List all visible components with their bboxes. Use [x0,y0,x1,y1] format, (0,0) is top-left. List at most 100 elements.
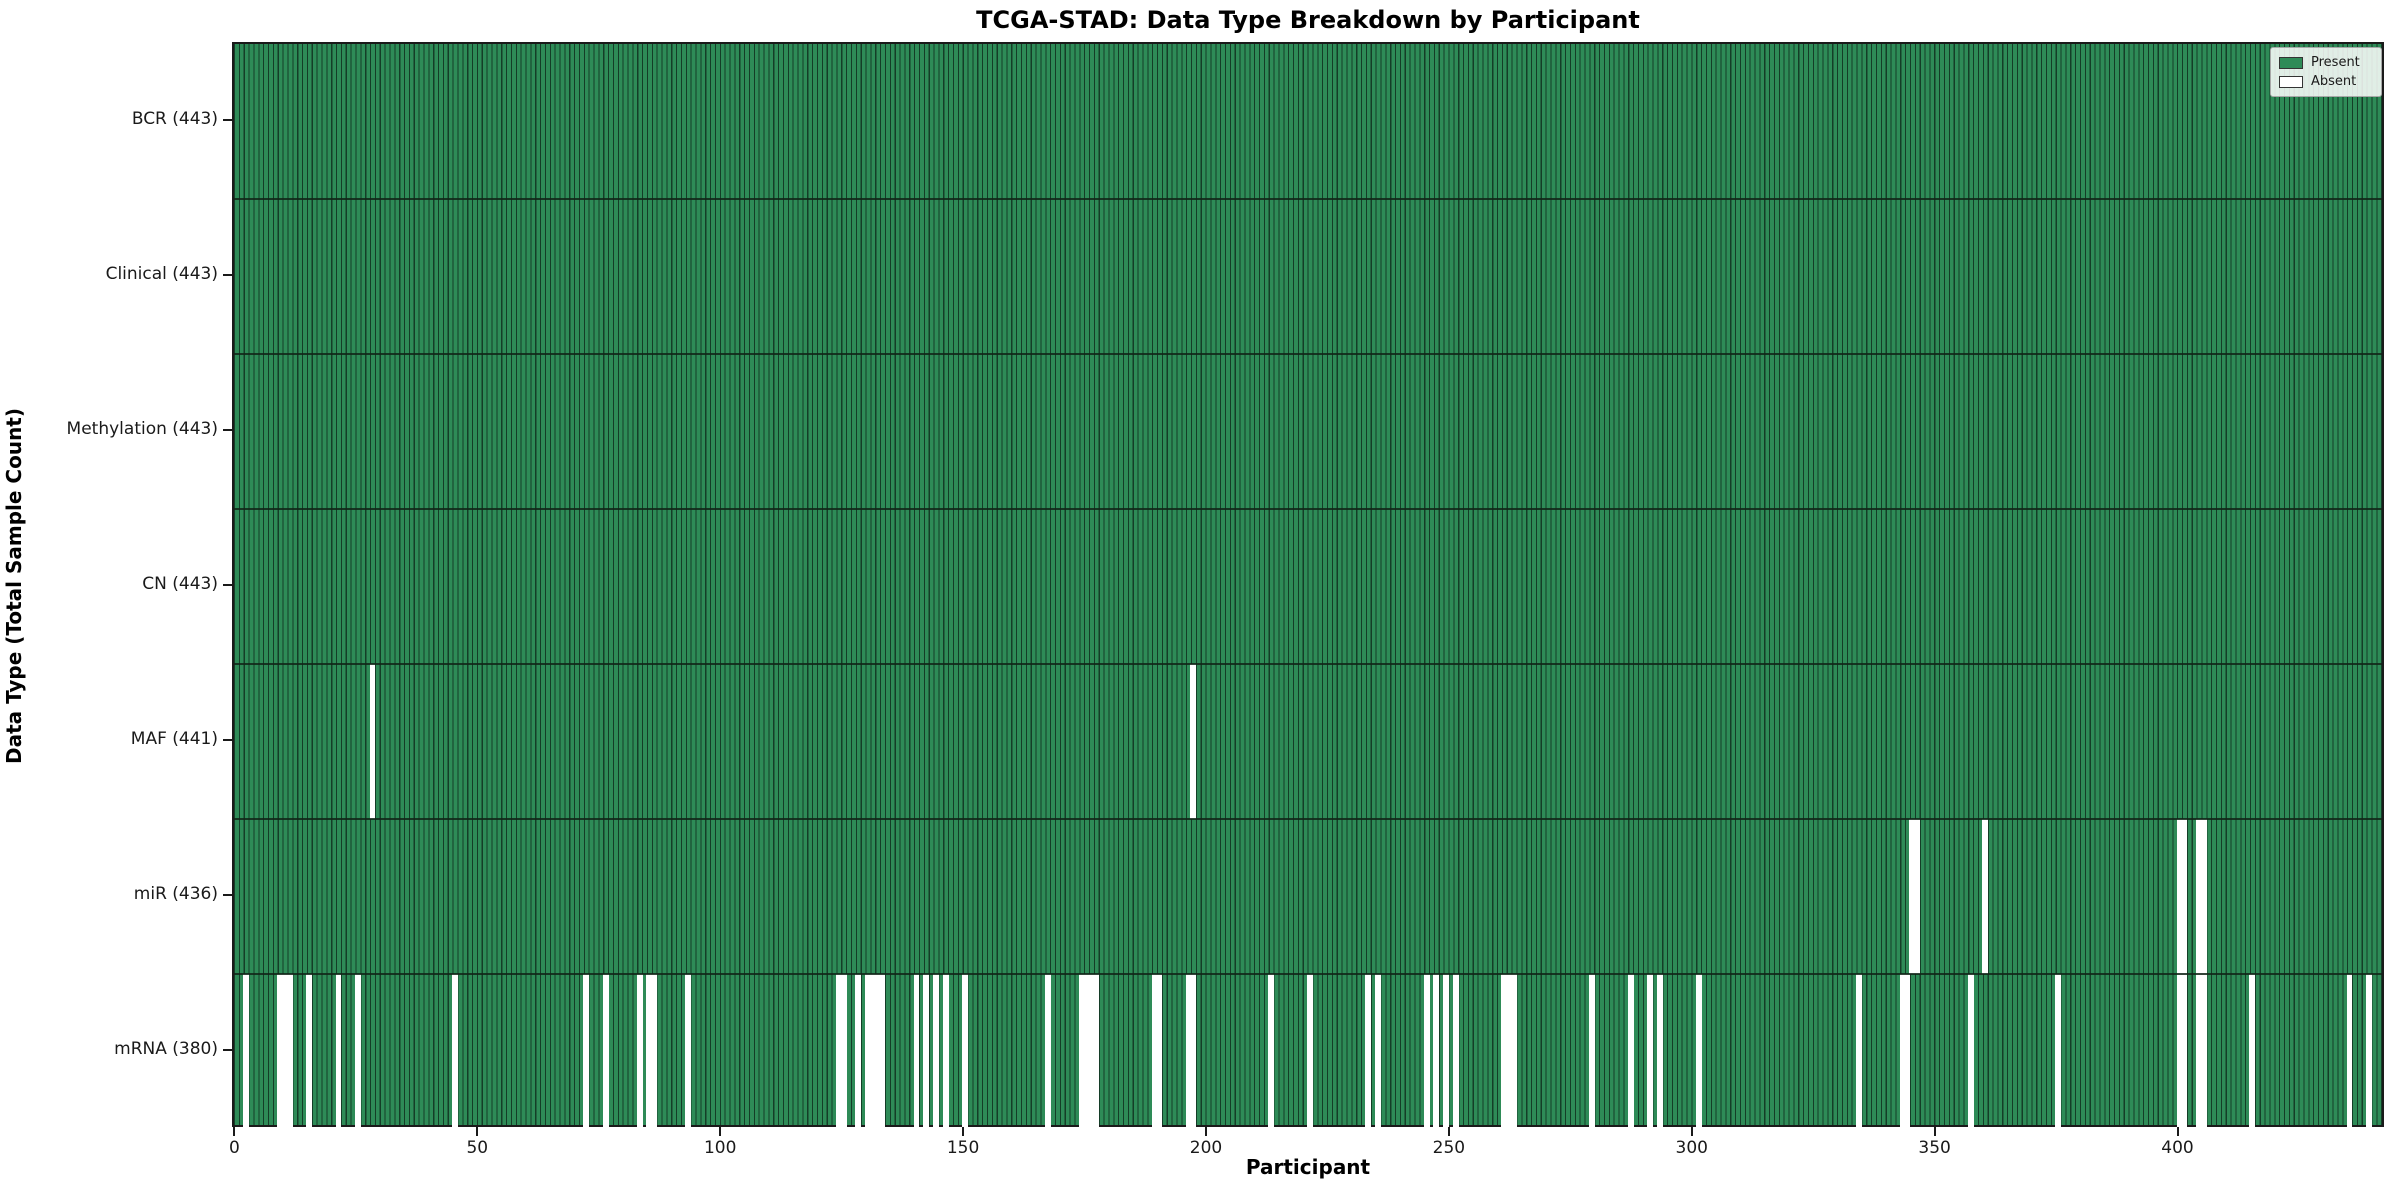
x-tick-label: 200 [1189,1138,1223,1158]
row-boundary [234,198,2382,200]
absent-mark [923,974,930,1129]
absent-mark [306,974,313,1129]
absent-mark [2176,819,2183,974]
x-tick-label: 100 [703,1138,737,1158]
absent-mark [2055,974,2061,1129]
absent-mark [2249,974,2256,1129]
absent-mark [1433,974,1440,1129]
absent-mark [651,974,658,1129]
y-tick-mark [223,118,232,121]
x-tick-mark [1447,1127,1450,1136]
absent-mark [1185,974,1192,1129]
y-tick-mark [223,1048,232,1051]
absent-mark [335,974,342,1129]
x-tick-label: 0 [229,1138,240,1158]
legend-entry-present: Present [2279,53,2373,72]
row-Clinical [234,199,2382,354]
absent-mark [1375,974,1381,1129]
absent-mark [1044,974,1051,1129]
x-tick-label: 50 [466,1138,489,1158]
absent-mark [879,974,886,1129]
x-tick-mark [1690,1127,1693,1136]
absent-mark [636,974,643,1129]
row-CN [234,509,2382,664]
y-tick-mark [223,893,232,896]
x-tick-mark [962,1127,965,1136]
y-tick-label: Methylation (443) [66,418,218,439]
row-Methylation [234,354,2382,509]
x-tick-label: 400 [2161,1138,2194,1158]
x-tick-label: 250 [1432,1138,1466,1158]
absent-mark [452,974,458,1129]
absent-mark [2196,819,2202,974]
absent-mark [933,974,939,1129]
absent-mark [1083,974,1090,1129]
row-boundary [234,353,2382,355]
absent-mark [1365,974,1372,1129]
y-tick-mark [223,583,232,586]
y-tick-label: CN (443) [142,573,218,594]
legend-label-present: Present [2311,55,2360,70]
absent-mark [2181,819,2188,974]
absent-mark [2181,974,2188,1129]
absent-mark [1078,974,1085,1129]
y-tick-mark [223,273,232,276]
absent-mark [1982,819,1989,974]
absent-mark [835,974,842,1129]
row-boundary [234,663,2382,665]
absent-mark [855,974,862,1129]
absent-mark [1695,974,1702,1129]
absent-mark [1588,974,1595,1129]
absent-mark [277,974,284,1129]
absent-mark [1151,974,1158,1129]
absent-mark [646,974,653,1129]
absent-mark [1647,974,1653,1129]
absent-mark [602,974,609,1129]
absent-mark [286,974,293,1129]
absent-mark [2196,974,2202,1129]
x-tick-mark [233,1127,236,1136]
absent-mark [354,974,361,1129]
absent-mark [1190,664,1197,819]
absent-mark [1914,819,1921,974]
row-boundary [234,973,2382,975]
absent-mark [874,974,881,1129]
legend-label-absent: Absent [2311,74,2357,89]
absent-mark [1423,974,1430,1129]
absent-mark [869,974,876,1129]
y-tick-label: mRNA (380) [114,1038,218,1059]
absent-mark [1909,819,1916,974]
x-tick-mark [476,1127,479,1136]
absent-mark [1156,974,1163,1129]
legend: Present Absent [2270,47,2382,97]
y-tick-label: Clinical (443) [105,263,218,284]
absent-mark [583,974,590,1129]
legend-entry-absent: Absent [2279,72,2373,91]
x-tick-label: 300 [1675,1138,1708,1158]
absent-mark [1190,974,1197,1129]
absent-mark [1856,974,1862,1129]
row-MAF [234,664,2382,819]
absent-mark [282,974,288,1129]
row-boundary [234,818,2382,820]
absent-mark [1967,974,1974,1129]
absent-mark [1501,974,1508,1129]
row-mRNA [234,974,2382,1129]
absent-mark [913,974,920,1129]
absent-mark [1088,974,1095,1129]
absent-mark [2176,974,2183,1129]
absent-mark [1899,974,1906,1129]
y-tick-mark [223,428,232,431]
absent-mark [840,974,847,1129]
absent-mark [865,974,871,1129]
y-tick-mark [223,738,232,741]
absent-mark [1506,974,1513,1129]
absent-mark [1511,974,1517,1129]
absent-mark [2346,974,2353,1129]
y-tick-label: BCR (443) [131,108,218,129]
absent-mark [2366,974,2372,1129]
x-tick-label: 350 [1918,1138,1951,1158]
absent-mark [1452,974,1459,1129]
absent-mark [1656,974,1663,1129]
